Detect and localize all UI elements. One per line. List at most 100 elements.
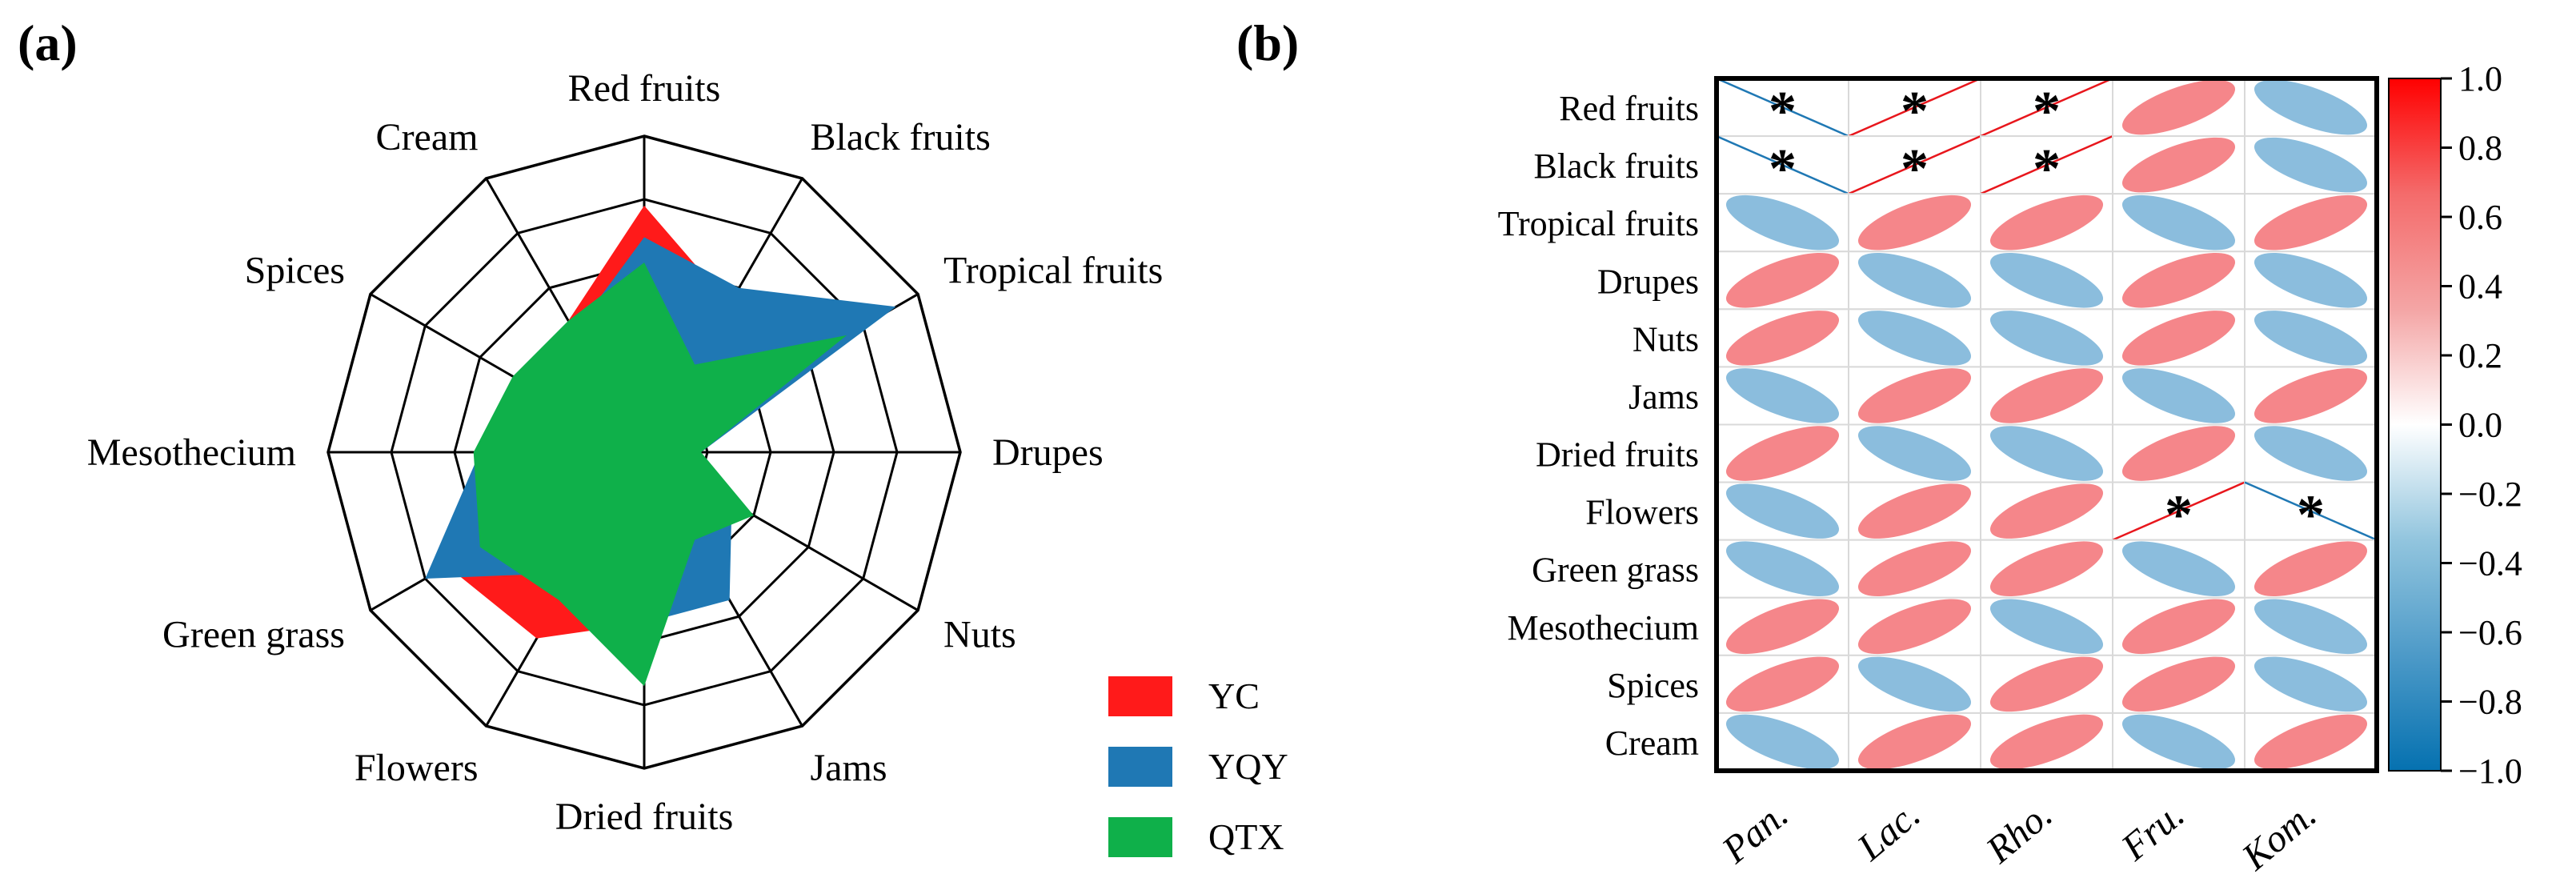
- correlation-ellipse: [1989, 541, 2104, 597]
- correlation-ellipse: [1725, 252, 1840, 308]
- radar-axis-label: Red fruits: [568, 67, 721, 110]
- significance-marker: *: [1901, 81, 1929, 142]
- colorbar-tick-label: 0.2: [2458, 336, 2502, 375]
- correlation-ellipse: [1725, 311, 1840, 366]
- correlation-ellipse: [2121, 656, 2236, 712]
- correlation-ellipse: [1857, 194, 1972, 251]
- correlation-ellipse: [1725, 656, 1840, 712]
- heatmap-line: [1980, 77, 2113, 138]
- correlation-ellipse: [1989, 599, 2104, 655]
- significance-marker: *: [2165, 485, 2193, 547]
- correlation-ellipse: [1989, 252, 2104, 308]
- radar-axis-label: Drupes: [992, 431, 1104, 474]
- radar-axis-label: Flowers: [355, 747, 479, 789]
- heatmap-col-label: Rho.: [1977, 793, 2060, 872]
- correlation-ellipse: [1989, 311, 2104, 366]
- radar-axis-label: Spices: [245, 250, 345, 292]
- correlation-ellipse: [1725, 541, 1840, 597]
- correlation-ellipse: [2253, 79, 2368, 135]
- heatmap-line: [1980, 134, 2113, 195]
- correlation-ellipse: [1725, 194, 1840, 251]
- radar-axis-label: Cream: [376, 116, 479, 158]
- significance-marker: *: [2033, 81, 2061, 142]
- significance-marker: *: [1769, 81, 1797, 142]
- correlation-ellipse: [2253, 194, 2368, 251]
- colorbar: 1.0 0.8 0.6 0.4 0.2 0.0 −0.2 −0.4 −0.6 −0.8 −1.0: [2388, 59, 2522, 791]
- legend-label-qtx: QTX: [1208, 816, 1284, 857]
- correlation-ellipse: [1857, 599, 1972, 655]
- radar-axis-label: Green grass: [162, 614, 345, 656]
- heatmap-col-label: Fru.: [2113, 793, 2192, 869]
- correlation-ellipse: [2121, 599, 2236, 655]
- radar-axis-label: Black fruits: [811, 116, 991, 158]
- correlation-ellipse: [1857, 252, 1972, 308]
- colorbar-tick-label: −0.2: [2458, 475, 2522, 514]
- correlation-ellipse: [1725, 483, 1840, 539]
- heatmap-row-label: Drupes: [1597, 262, 1699, 301]
- correlation-ellipse: [2253, 137, 2368, 193]
- legend-swatch-qtx: [1108, 817, 1172, 857]
- colorbar-tick-label: 0.6: [2458, 198, 2502, 237]
- heatmap-col-label: Lac.: [1849, 793, 1928, 869]
- correlation-ellipse: [1857, 541, 1972, 597]
- colorbar-tick-label: 0.0: [2458, 406, 2502, 445]
- legend-swatch-yqy: [1108, 747, 1172, 787]
- heatmap-row-label: Red fruits: [1559, 89, 1699, 128]
- correlation-ellipse: [2253, 252, 2368, 308]
- correlation-ellipse: [1857, 426, 1972, 481]
- heatmap-row-label: Black fruits: [1533, 146, 1699, 186]
- correlation-ellipse: [2253, 368, 2368, 423]
- correlation-ellipse: [1989, 483, 2104, 539]
- colorbar-tick-label: −0.6: [2458, 613, 2522, 652]
- legend-label-yqy: YQY: [1208, 746, 1288, 787]
- correlation-ellipse: [1989, 656, 2104, 712]
- significance-marker: *: [1901, 138, 1929, 200]
- panel-label-a: (a): [18, 14, 78, 71]
- legend-swatch-yc: [1108, 676, 1172, 716]
- correlation-ellipse: [1725, 368, 1840, 423]
- heatmap-line: [1716, 134, 1849, 195]
- colorbar-tick-label: −0.8: [2458, 683, 2522, 722]
- heatmap-row-label: Green grass: [1532, 551, 1699, 590]
- significance-marker: *: [2033, 138, 2061, 200]
- heatmap-row-label: Tropical fruits: [1498, 204, 1699, 243]
- correlation-ellipse: [1857, 714, 1972, 770]
- radar-axis-label: Mesothecium: [87, 431, 296, 474]
- correlation-ellipse: [1725, 714, 1840, 770]
- correlation-ellipse: [2121, 368, 2236, 423]
- colorbar-tick-label: −0.4: [2458, 544, 2522, 583]
- heatmap-row-label: Mesothecium: [1507, 608, 1699, 647]
- heatmap-row-label: Spices: [1607, 666, 1699, 705]
- correlation-ellipse: [2121, 252, 2236, 308]
- correlation-ellipse: [2121, 137, 2236, 193]
- radar-legend: YC YQY QTX: [1108, 676, 1288, 857]
- correlation-ellipse: [1989, 194, 2104, 251]
- radar-axis-label: Dried fruits: [555, 796, 734, 838]
- correlation-ellipse: [2121, 714, 2236, 770]
- correlation-ellipse: [2253, 541, 2368, 597]
- correlation-ellipse: [2253, 599, 2368, 655]
- heatmap-row-label: Cream: [1605, 724, 1699, 763]
- colorbar-tick-label: 0.4: [2458, 267, 2502, 307]
- significance-marker: *: [2297, 485, 2325, 547]
- correlation-ellipse: [1857, 483, 1972, 539]
- correlation-ellipse: [1857, 311, 1972, 366]
- heatmap-row-label: Nuts: [1633, 319, 1699, 359]
- radar-chart: Red fruits Black fruits Tropical fruits Dru…: [87, 67, 1164, 838]
- correlation-ellipse: [2121, 79, 2236, 135]
- correlation-ellipse: [1725, 599, 1840, 655]
- correlation-ellipse: [2121, 541, 2236, 597]
- correlation-ellipse: [1989, 426, 2104, 481]
- heatmap-frame: [1714, 76, 2379, 773]
- correlation-ellipse: [1857, 368, 1972, 423]
- colorbar-tick-label: 0.8: [2458, 129, 2502, 168]
- correlation-ellipse: [1725, 426, 1840, 481]
- correlation-ellipse: [2253, 311, 2368, 366]
- correlation-ellipse: [2121, 311, 2236, 366]
- correlation-ellipse: [2253, 656, 2368, 712]
- heatmap-row-label: Jams: [1629, 377, 1699, 416]
- heatmap-line: [2112, 481, 2245, 541]
- radar-axis-label: Tropical fruits: [943, 250, 1163, 292]
